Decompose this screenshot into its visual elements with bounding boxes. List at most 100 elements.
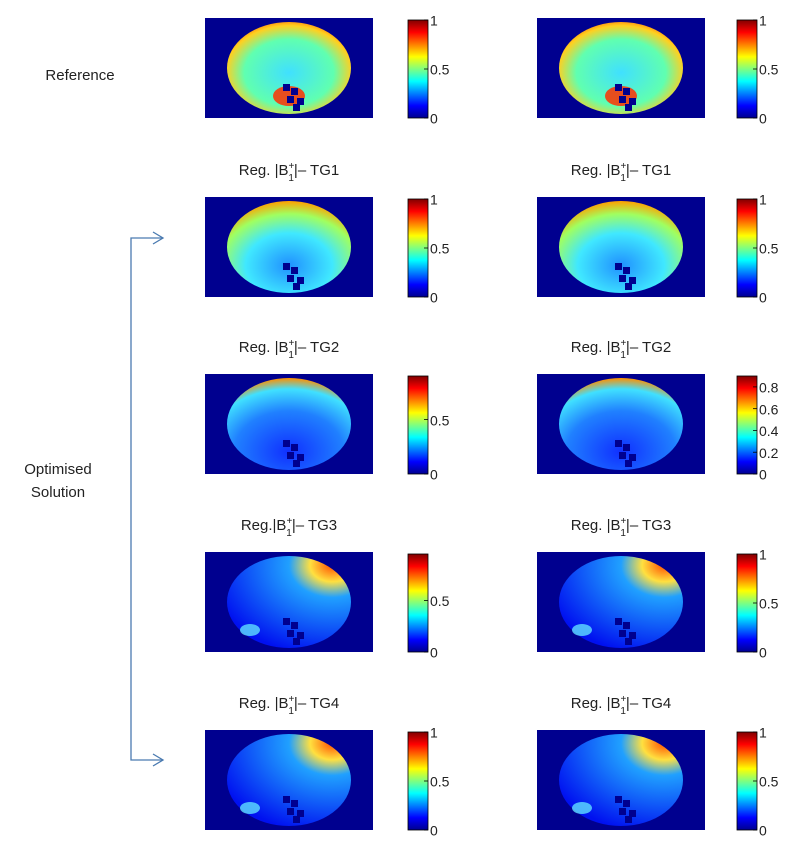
title-part: Reg. |B [571,162,621,179]
colorbar-tick-label: 0.5 [759,241,779,257]
colorbar-tick-label: 0 [759,111,767,127]
heatmap-hole [291,267,298,274]
colorbar-tick-label: 0.4 [759,423,779,439]
heatmap-brain [559,734,683,826]
heatmap-hole [625,283,632,290]
heatmap-hole [629,277,636,284]
colorbar-tick-label: 1 [759,547,767,563]
heatmap [537,730,705,830]
heatmap-brain [559,556,683,648]
panel-title: Reg. |B+ 1|– TG2 [571,338,671,361]
panel-title: Reg. |B+ 1|– TG2 [239,338,339,361]
title-part: 1 [620,528,626,539]
heatmap-hole [623,444,630,451]
heatmap-hole [287,452,294,459]
heatmap-hole [623,622,630,629]
title-part: |– TG1 [294,162,339,179]
heatmap-hole [283,263,290,270]
heatmap-hole [615,618,622,625]
heatmap-hole [293,638,300,645]
colorbar-tick-label: 0.5 [430,241,450,257]
colorbar-tick-label: 0 [430,111,438,127]
title-part: |– TG1 [626,162,671,179]
heatmap-hole [623,267,630,274]
heatmap-brain [227,378,351,470]
colorbar [407,553,429,653]
heatmap-brain [559,378,683,470]
title-part: Reg. |B [571,517,621,534]
heatmap-hole [297,632,304,639]
heatmap-spot [240,802,260,814]
heatmap-hole [293,460,300,467]
title-part: + [289,694,295,705]
heatmap-hole [287,275,294,282]
heatmap [205,552,373,652]
colorbar-tick-label: 1 [759,725,767,741]
title-part: |– TG2 [294,339,339,356]
colorbar-tick-label: 0 [430,645,438,661]
heatmap-spot [240,624,260,636]
title-part: + [621,161,627,172]
colorbar-tick-label: 0.5 [430,62,450,78]
colorbar-tick-label: 0.5 [759,774,779,790]
heatmap-hole [297,810,304,817]
heatmap-hole [283,796,290,803]
title-part: Reg. |B [239,162,289,179]
title-part: 1 [620,173,626,184]
colorbar-tick-label: 0 [759,467,767,483]
heatmap-hole [283,84,290,91]
colorbar-tick-label: 0.5 [759,62,779,78]
heatmap-hole [629,98,636,105]
title-part: |– TG2 [626,339,671,356]
title-part: Reg. |B [239,695,289,712]
heatmap-hole [625,104,632,111]
colorbar-tick-label: 0.8 [759,380,779,396]
heatmap-hole [629,810,636,817]
bracket [130,231,165,767]
title-part: + [286,516,292,527]
heatmap-hole [625,638,632,645]
heatmap-hole [297,277,304,284]
heatmap [205,197,373,297]
heatmap-hole [615,84,622,91]
heatmap-brain [227,22,351,114]
heatmap-hole [297,454,304,461]
title-part: Reg.|B [241,517,287,534]
title-part: + [289,161,295,172]
title-part: Reg. |B [239,339,289,356]
colorbar-tick-label: 0 [430,467,438,483]
heatmap-hole [629,454,636,461]
colorbar-tick-label: 0 [430,823,438,839]
heatmap-brain [227,556,351,648]
title-part: 1 [620,706,626,717]
colorbar-tick-label: 1 [430,192,438,208]
title-part: 1 [286,528,292,539]
title-part: + [621,338,627,349]
heatmap-hole [625,816,632,823]
heatmap-hole [615,796,622,803]
colorbar-tick-label: 0 [430,290,438,306]
heatmap-spot [572,624,592,636]
heatmap [205,18,373,118]
heatmap [537,197,705,297]
panel-title: Reg. |B+ 1|– TG3 [571,516,671,539]
title-part: Reg. |B [571,339,621,356]
title-part: 1 [288,350,294,361]
title-part: |– TG4 [626,695,671,712]
heatmap-hole [615,263,622,270]
heatmap-hole [291,800,298,807]
heatmap-brain [559,201,683,293]
heatmap-hole [291,444,298,451]
colorbar-tick-label: 0.5 [430,593,450,609]
title-part: + [621,516,627,527]
colorbar-tick-label: 0.5 [759,596,779,612]
colorbar-tick-label: 1 [430,725,438,741]
colorbar-tick-label: 0.5 [430,412,450,428]
title-part: |– TG4 [294,695,339,712]
title-part: |– TG3 [626,517,671,534]
panel-title: Reg. |B+ 1|– TG1 [239,161,339,184]
heatmap-hole [297,98,304,105]
heatmap-brain [227,201,351,293]
heatmap [537,18,705,118]
